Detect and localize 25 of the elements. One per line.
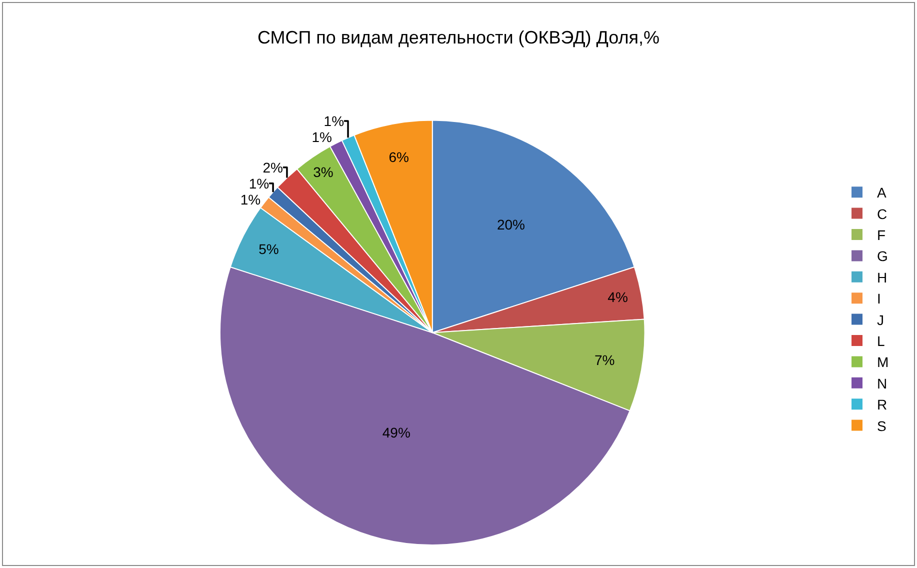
legend-label: L <box>877 332 885 349</box>
legend-label: H <box>877 269 888 286</box>
data-label: 1% <box>312 129 332 145</box>
legend-label: G <box>877 248 888 264</box>
data-label: 49% <box>382 424 410 441</box>
legend-label: C <box>877 206 888 222</box>
legend-label: R <box>877 396 888 413</box>
legend-label: A <box>877 184 887 201</box>
data-label: 1% <box>248 175 270 192</box>
data-label: 20% <box>496 216 526 232</box>
legend-label: J <box>877 312 884 328</box>
data-label: 7% <box>594 352 615 368</box>
data-label: 5% <box>258 241 279 258</box>
chart-title: СМСП по видам деятельности (ОКВЭД) Доля,% <box>257 28 660 48</box>
legend-label: N <box>877 375 888 392</box>
data-label: 4% <box>608 289 628 306</box>
data-label: 3% <box>313 164 334 180</box>
data-label: 6% <box>388 148 409 165</box>
data-label: 1% <box>324 113 344 129</box>
legend-label: F <box>877 226 886 243</box>
legend-label: M <box>877 354 889 370</box>
legend-label: S <box>877 418 886 434</box>
legend-label: I <box>877 290 881 307</box>
data-label: 1% <box>240 191 261 208</box>
data-label: 2% <box>262 159 283 176</box>
